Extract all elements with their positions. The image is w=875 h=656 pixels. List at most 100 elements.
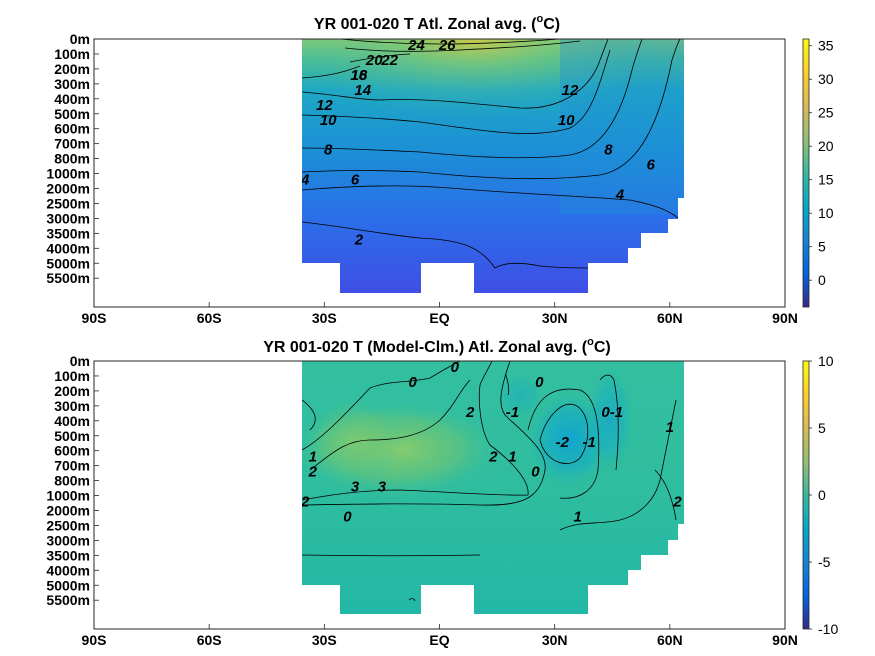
bottom-contour-label: 3 [351,479,360,496]
bottom-x-tick-label: 60S [197,632,222,648]
top-colorbar-tick-label: 15 [818,172,834,188]
top-colorbar-tick-label: 20 [818,138,834,154]
bottom-colorbar-tick-label: 0 [818,487,826,503]
top-y-tick-label: 3500m [46,225,90,241]
bottom-y-tick-label: 4000m [46,562,90,578]
top-contour-label: 24 [407,37,425,54]
top-colorbar-tick-label: 10 [818,205,834,221]
top-x-tick-label: 60N [657,310,683,326]
top-x-tick-label: EQ [429,310,449,326]
bottom-y-tick-label: 3000m [46,532,90,548]
top-x-tick-label: 90S [82,310,107,326]
bottom-colorbar-tick-label: -10 [818,621,838,637]
bottom-contour-label: 1 [309,449,317,466]
bottom-y-tick-label: 1000m [46,488,90,504]
bottom-colorbar-ticks: 10 5 0 -5 -10 [809,353,838,637]
top-contour-label: 26 [438,37,456,54]
bottom-contour-label: 3 [378,479,387,496]
bottom-y-tick-label: 400m [54,413,90,429]
top-contour-label: 10 [558,112,575,129]
bottom-contour-label: 0 [535,374,544,391]
top-contour-label: 10 [320,112,337,129]
bottom-contour-label: 0 [343,509,352,526]
top-contour-label: 8 [324,142,333,159]
bottom-y-tick-label: 600m [54,443,90,459]
bottom-panel: YR 001-020 T (Model-Clm.) Atl. Zonal avg… [46,336,838,648]
top-contour-label: 22 [380,52,398,69]
top-y-tick-label: 700m [54,136,90,152]
top-contour-label: 12 [562,82,579,99]
bottom-y-tick-label: 5000m [46,577,90,593]
top-y-tick-label: 4000m [46,240,90,256]
bottom-colorbar-tick-label: 5 [818,420,826,436]
bottom-contour-label: 1 [574,509,582,526]
bottom-contour-label: 2 [488,449,498,466]
top-y-tick-label: 400m [54,91,90,107]
top-contour-label: 16 [351,67,368,84]
top-y-tick-label: 0m [70,31,90,47]
top-y-tick-label: 2500m [46,195,90,211]
top-colorbar-tick-label: 0 [818,272,826,288]
bottom-x-tick-label: 90S [82,632,107,648]
top-x-tick-label: 30N [542,310,568,326]
top-y-axis: 0m100m200m300m400m500m600m700m800m1000m2… [46,31,99,286]
bottom-contour-label: 0 [531,464,540,481]
top-x-tick-label: 90N [772,310,798,326]
top-y-tick-label: 200m [54,61,90,77]
top-y-tick-label: 1000m [46,166,90,182]
bottom-y-tick-label: 500m [54,428,90,444]
bottom-colorbar [803,361,809,629]
top-contour-label: 18 [351,67,368,84]
bottom-x-tick-label: 30N [542,632,568,648]
bottom-y-tick-label: 300m [54,398,90,414]
bottom-contour-label: 1 [508,449,516,466]
top-colorbar-tick-label: 25 [818,105,834,121]
top-y-tick-label: 100m [54,46,90,62]
top-colorbar-tick-label: 30 [818,71,834,87]
bottom-contour-label: -2 [556,434,570,451]
top-colorbar-tick-label: 35 [818,38,834,54]
bottom-contour-label: -1 [506,404,519,421]
bottom-contour-label: 2 [465,404,475,421]
top-contour-label: 6 [646,157,655,174]
top-title: YR 001-020 T Atl. Zonal avg. (oC) [314,13,560,33]
bottom-contour-label: 0-1 [601,404,623,421]
bottom-colorbar-tick-label: -5 [818,554,831,570]
top-colorbar-tick-label: 5 [818,239,826,255]
bottom-contour-label: 1 [666,419,674,436]
bottom-x-tick-label: 30S [312,632,337,648]
top-y-tick-label: 800m [54,151,90,167]
top-y-tick-label: 600m [54,121,90,137]
top-contour-label: 2 [354,231,364,248]
top-x-tick-label: 30S [312,310,337,326]
bottom-contour-label: 0 [451,359,460,376]
top-contour-label: 8 [604,142,613,159]
bottom-title: YR 001-020 T (Model-Clm.) Atl. Zonal avg… [263,336,611,356]
bottom-x-axis: 90S 60S 30S EQ 30N 60N 90N [82,624,798,648]
bottom-y-tick-label: 2000m [46,503,90,519]
bottom-contour-label: 2 [300,494,310,511]
bottom-y-tick-label: 3500m [46,547,90,563]
top-y-tick-label: 500m [54,106,90,122]
top-contour-label: 12 [316,97,333,114]
top-colorbar [803,39,809,307]
top-colorbar-ticks: 35 30 25 20 15 10 5 0 [809,38,834,288]
bottom-contour-label: -1 [583,434,596,451]
bottom-contour-label: 2 [672,494,682,511]
bottom-x-tick-label: 60N [657,632,683,648]
top-y-tick-label: 5500m [46,270,90,286]
top-panel: YR 001-020 T Atl. Zonal avg. (oC) 262422… [46,13,833,326]
bottom-y-tick-label: 5500m [46,592,90,608]
top-contour-label: 4 [615,187,625,204]
top-y-tick-label: 2000m [46,181,90,197]
top-y-tick-label: 3000m [46,210,90,226]
top-y-tick-label: 5000m [46,255,90,271]
bottom-colorbar-tick-label: 10 [818,353,834,369]
top-contour-label: 4 [300,172,310,189]
bottom-y-tick-label: 800m [54,473,90,489]
bottom-y-tick-label: 700m [54,458,90,474]
